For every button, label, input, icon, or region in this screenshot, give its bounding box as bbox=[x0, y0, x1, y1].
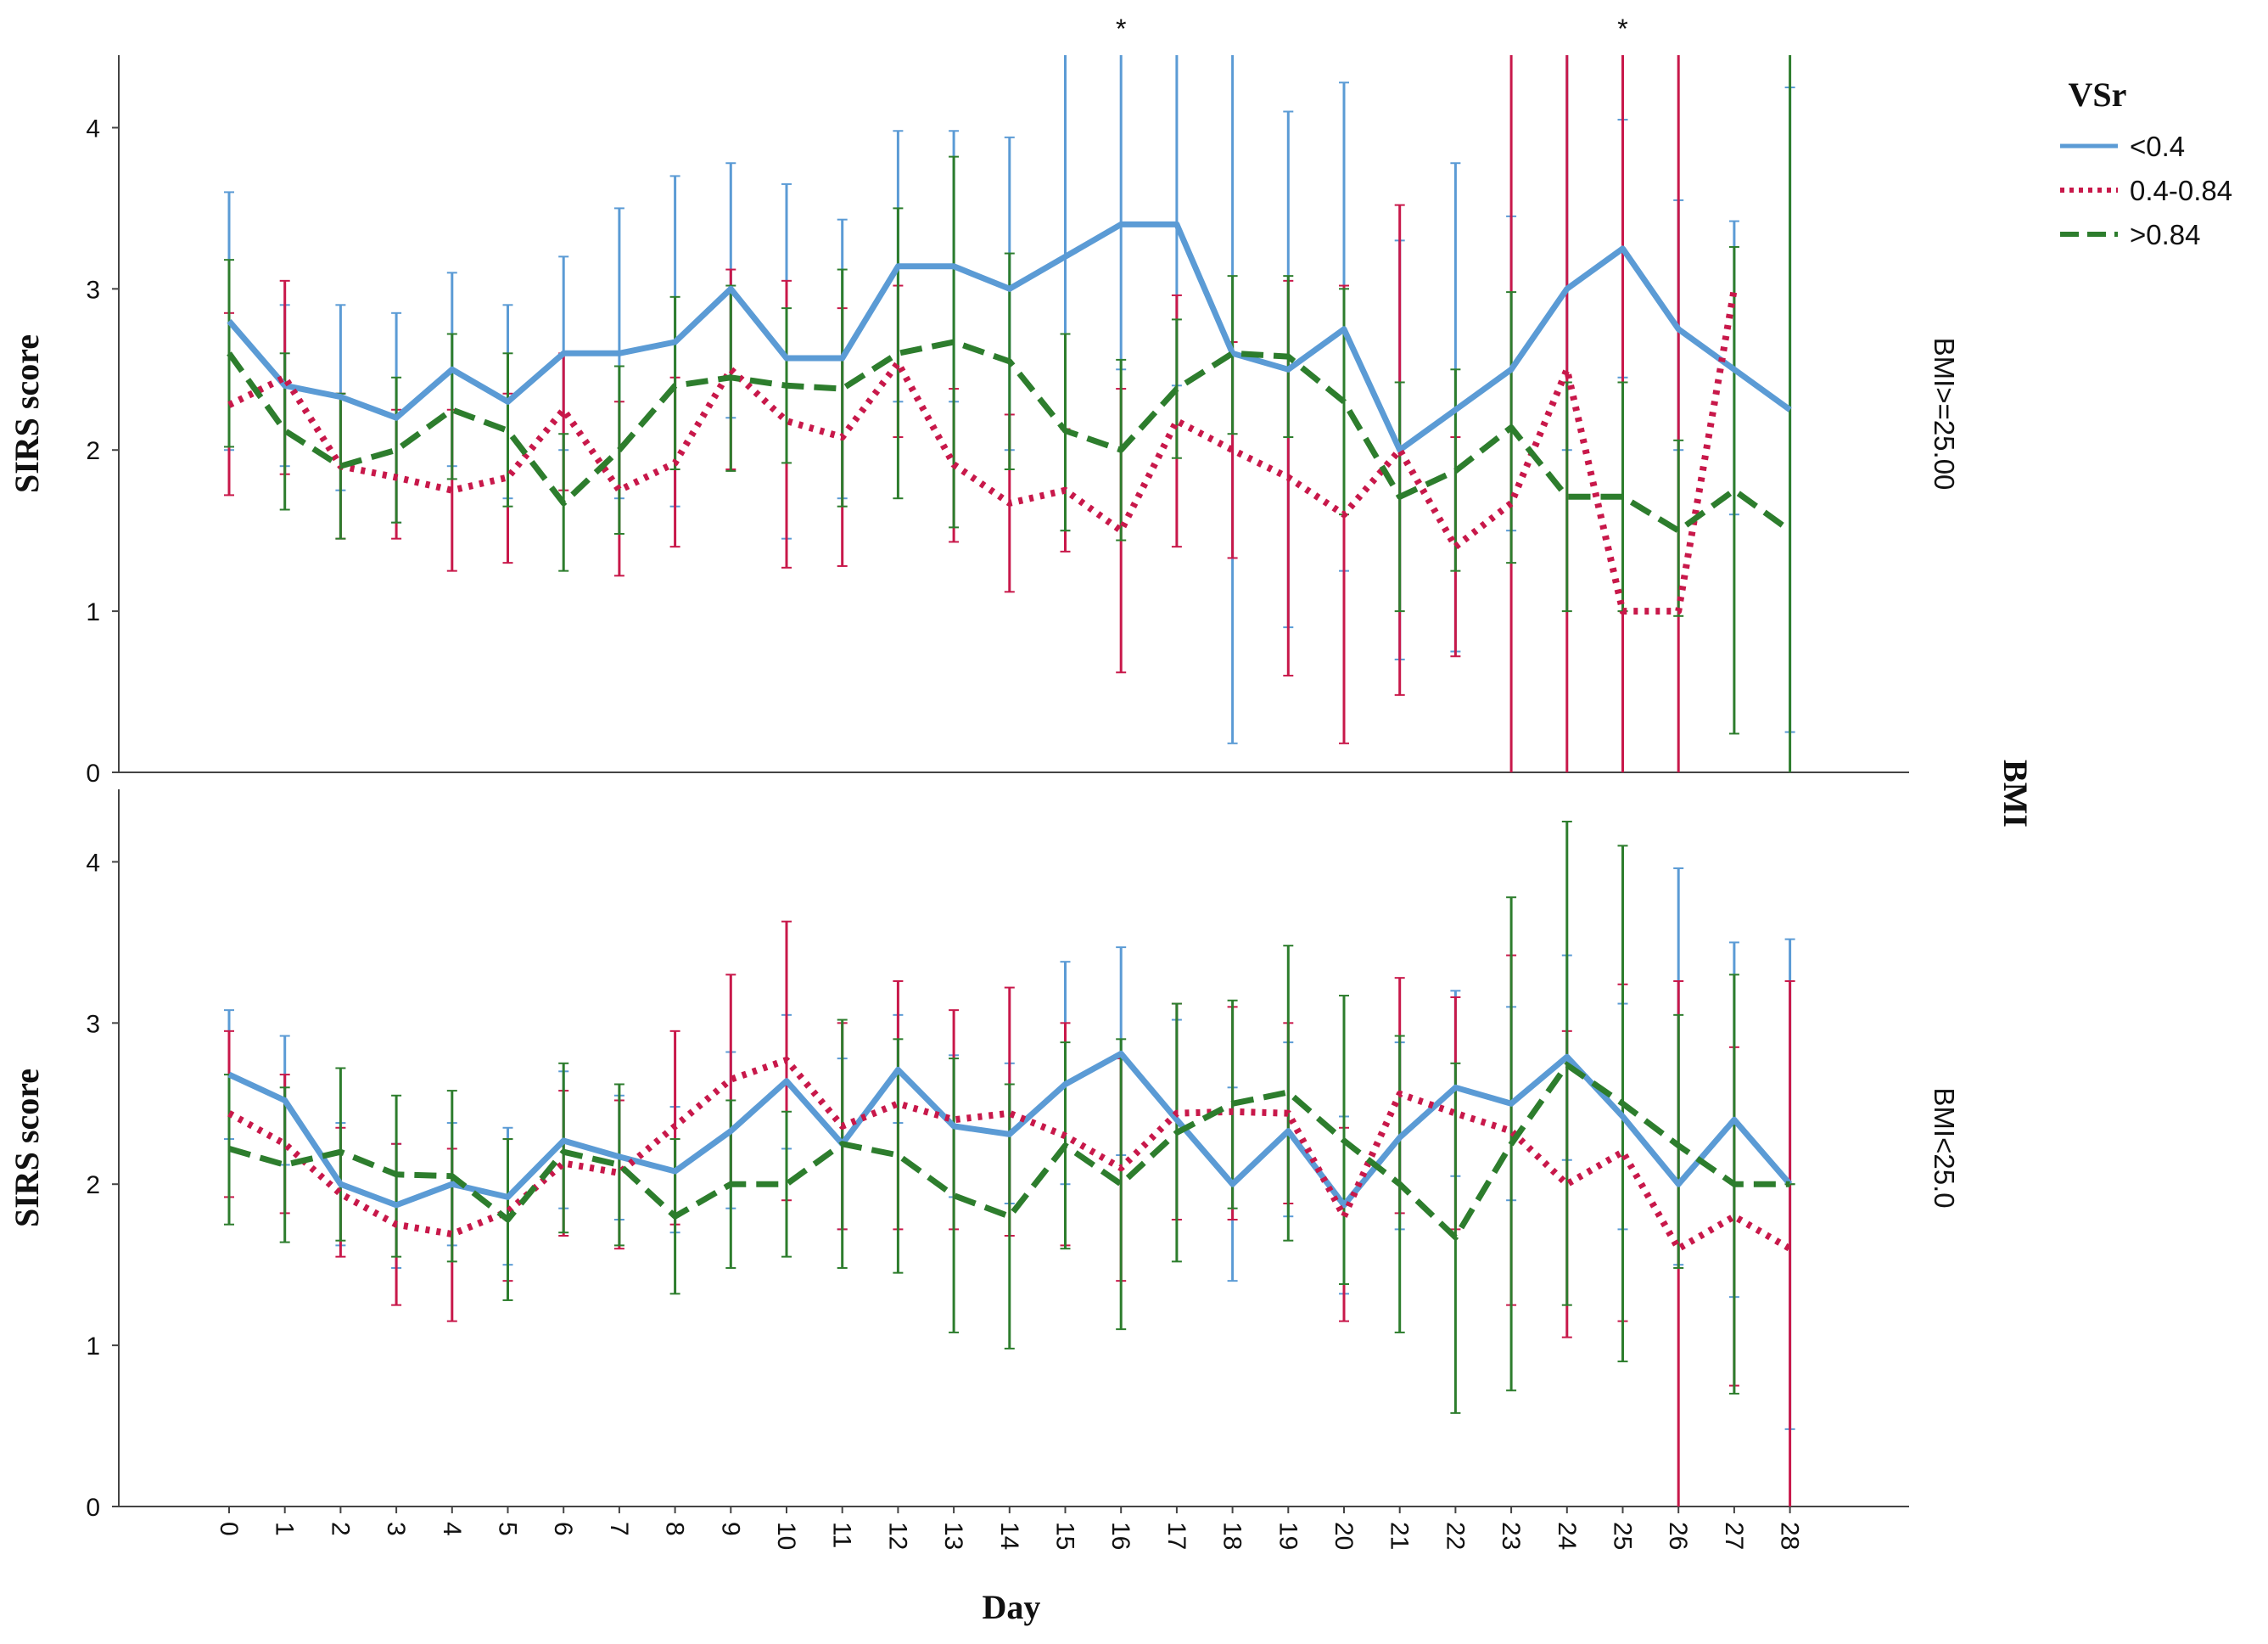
x-tick-label: 1 bbox=[271, 1522, 299, 1536]
y-tick-label: 2 bbox=[86, 1171, 100, 1199]
panel-label: BMI>=25.00 bbox=[1929, 338, 1960, 491]
x-tick-label: 28 bbox=[1776, 1522, 1804, 1550]
x-tick-label: 12 bbox=[883, 1522, 911, 1550]
x-tick-label: 19 bbox=[1274, 1522, 1302, 1550]
error-bars-dashed bbox=[224, 820, 1795, 1414]
facet-axis-title: BMI bbox=[1996, 760, 2035, 828]
x-tick-label: 6 bbox=[549, 1522, 577, 1536]
legend-label: 0.4-0.84 bbox=[2130, 175, 2232, 206]
panel-bmi-low: 0 1 2 3 4 SIRS score BMI<25.0 bbox=[8, 789, 1960, 1522]
x-tick-label: 22 bbox=[1441, 1522, 1469, 1550]
x-tick-label: 24 bbox=[1553, 1522, 1581, 1550]
x-tick-label: 2 bbox=[326, 1522, 354, 1536]
x-tick-label: 11 bbox=[828, 1522, 856, 1548]
x-tick-label: 18 bbox=[1218, 1522, 1246, 1550]
x-tick-label: 16 bbox=[1106, 1522, 1134, 1550]
x-tick-label: 23 bbox=[1497, 1522, 1525, 1550]
x-tick-label: 3 bbox=[382, 1522, 410, 1536]
x-tick-label: 10 bbox=[772, 1522, 800, 1550]
x-axis-title: Day bbox=[983, 1588, 1041, 1626]
legend: VSr <0.4 0.4-0.84 >0.84 bbox=[2060, 76, 2232, 250]
series-line-dotted bbox=[227, 1057, 1792, 1253]
y-tick-label: 0 bbox=[86, 1494, 100, 1522]
y-tick-label: 3 bbox=[86, 276, 100, 304]
y-tick-label: 0 bbox=[86, 760, 100, 788]
y-tick-label: 4 bbox=[86, 115, 100, 143]
x-tick-label: 5 bbox=[494, 1522, 522, 1536]
x-tick-label: 0 bbox=[215, 1522, 243, 1536]
series-line-dashed bbox=[228, 1062, 1790, 1241]
series-line-solid bbox=[227, 221, 1792, 453]
y-tick-label: 4 bbox=[86, 849, 100, 877]
x-tick-label: 20 bbox=[1330, 1522, 1358, 1550]
y-axis-title: SIRS score bbox=[8, 334, 46, 493]
x-tick-label: 13 bbox=[939, 1522, 967, 1550]
x-tick-label: 9 bbox=[716, 1522, 744, 1536]
significance-marker: * bbox=[1116, 14, 1126, 44]
x-tick-label: 25 bbox=[1609, 1522, 1637, 1550]
x-tick-label: 17 bbox=[1162, 1522, 1190, 1550]
panel-label: BMI<25.0 bbox=[1929, 1087, 1960, 1208]
x-tick-label: 15 bbox=[1051, 1522, 1079, 1550]
x-tick-label: 21 bbox=[1386, 1522, 1414, 1550]
y-tick-label: 1 bbox=[86, 598, 100, 626]
legend-label: >0.84 bbox=[2130, 219, 2201, 250]
y-tick-label: 1 bbox=[86, 1333, 100, 1361]
x-tick-label: 7 bbox=[605, 1522, 633, 1536]
legend-title: VSr bbox=[2069, 76, 2127, 114]
series-line-dotted bbox=[227, 288, 1738, 615]
x-tick-label: 14 bbox=[995, 1522, 1023, 1550]
legend-label: <0.4 bbox=[2130, 131, 2185, 162]
panel-bmi-high: 0 1 2 3 4 SIRS score BMI>=25.00 * * bbox=[8, 14, 1960, 788]
x-tick-label: 27 bbox=[1720, 1522, 1748, 1550]
significance-marker: * bbox=[1617, 14, 1627, 44]
x-tick-label: 8 bbox=[661, 1522, 689, 1536]
y-tick-label: 3 bbox=[86, 1010, 100, 1038]
y-axis-title: SIRS score bbox=[8, 1069, 46, 1227]
x-tick-label: 26 bbox=[1664, 1522, 1692, 1550]
series-line-solid bbox=[227, 1050, 1793, 1209]
y-tick-label: 2 bbox=[86, 437, 100, 465]
x-tick-label: 4 bbox=[438, 1522, 466, 1536]
series-line-dashed bbox=[227, 339, 1792, 534]
